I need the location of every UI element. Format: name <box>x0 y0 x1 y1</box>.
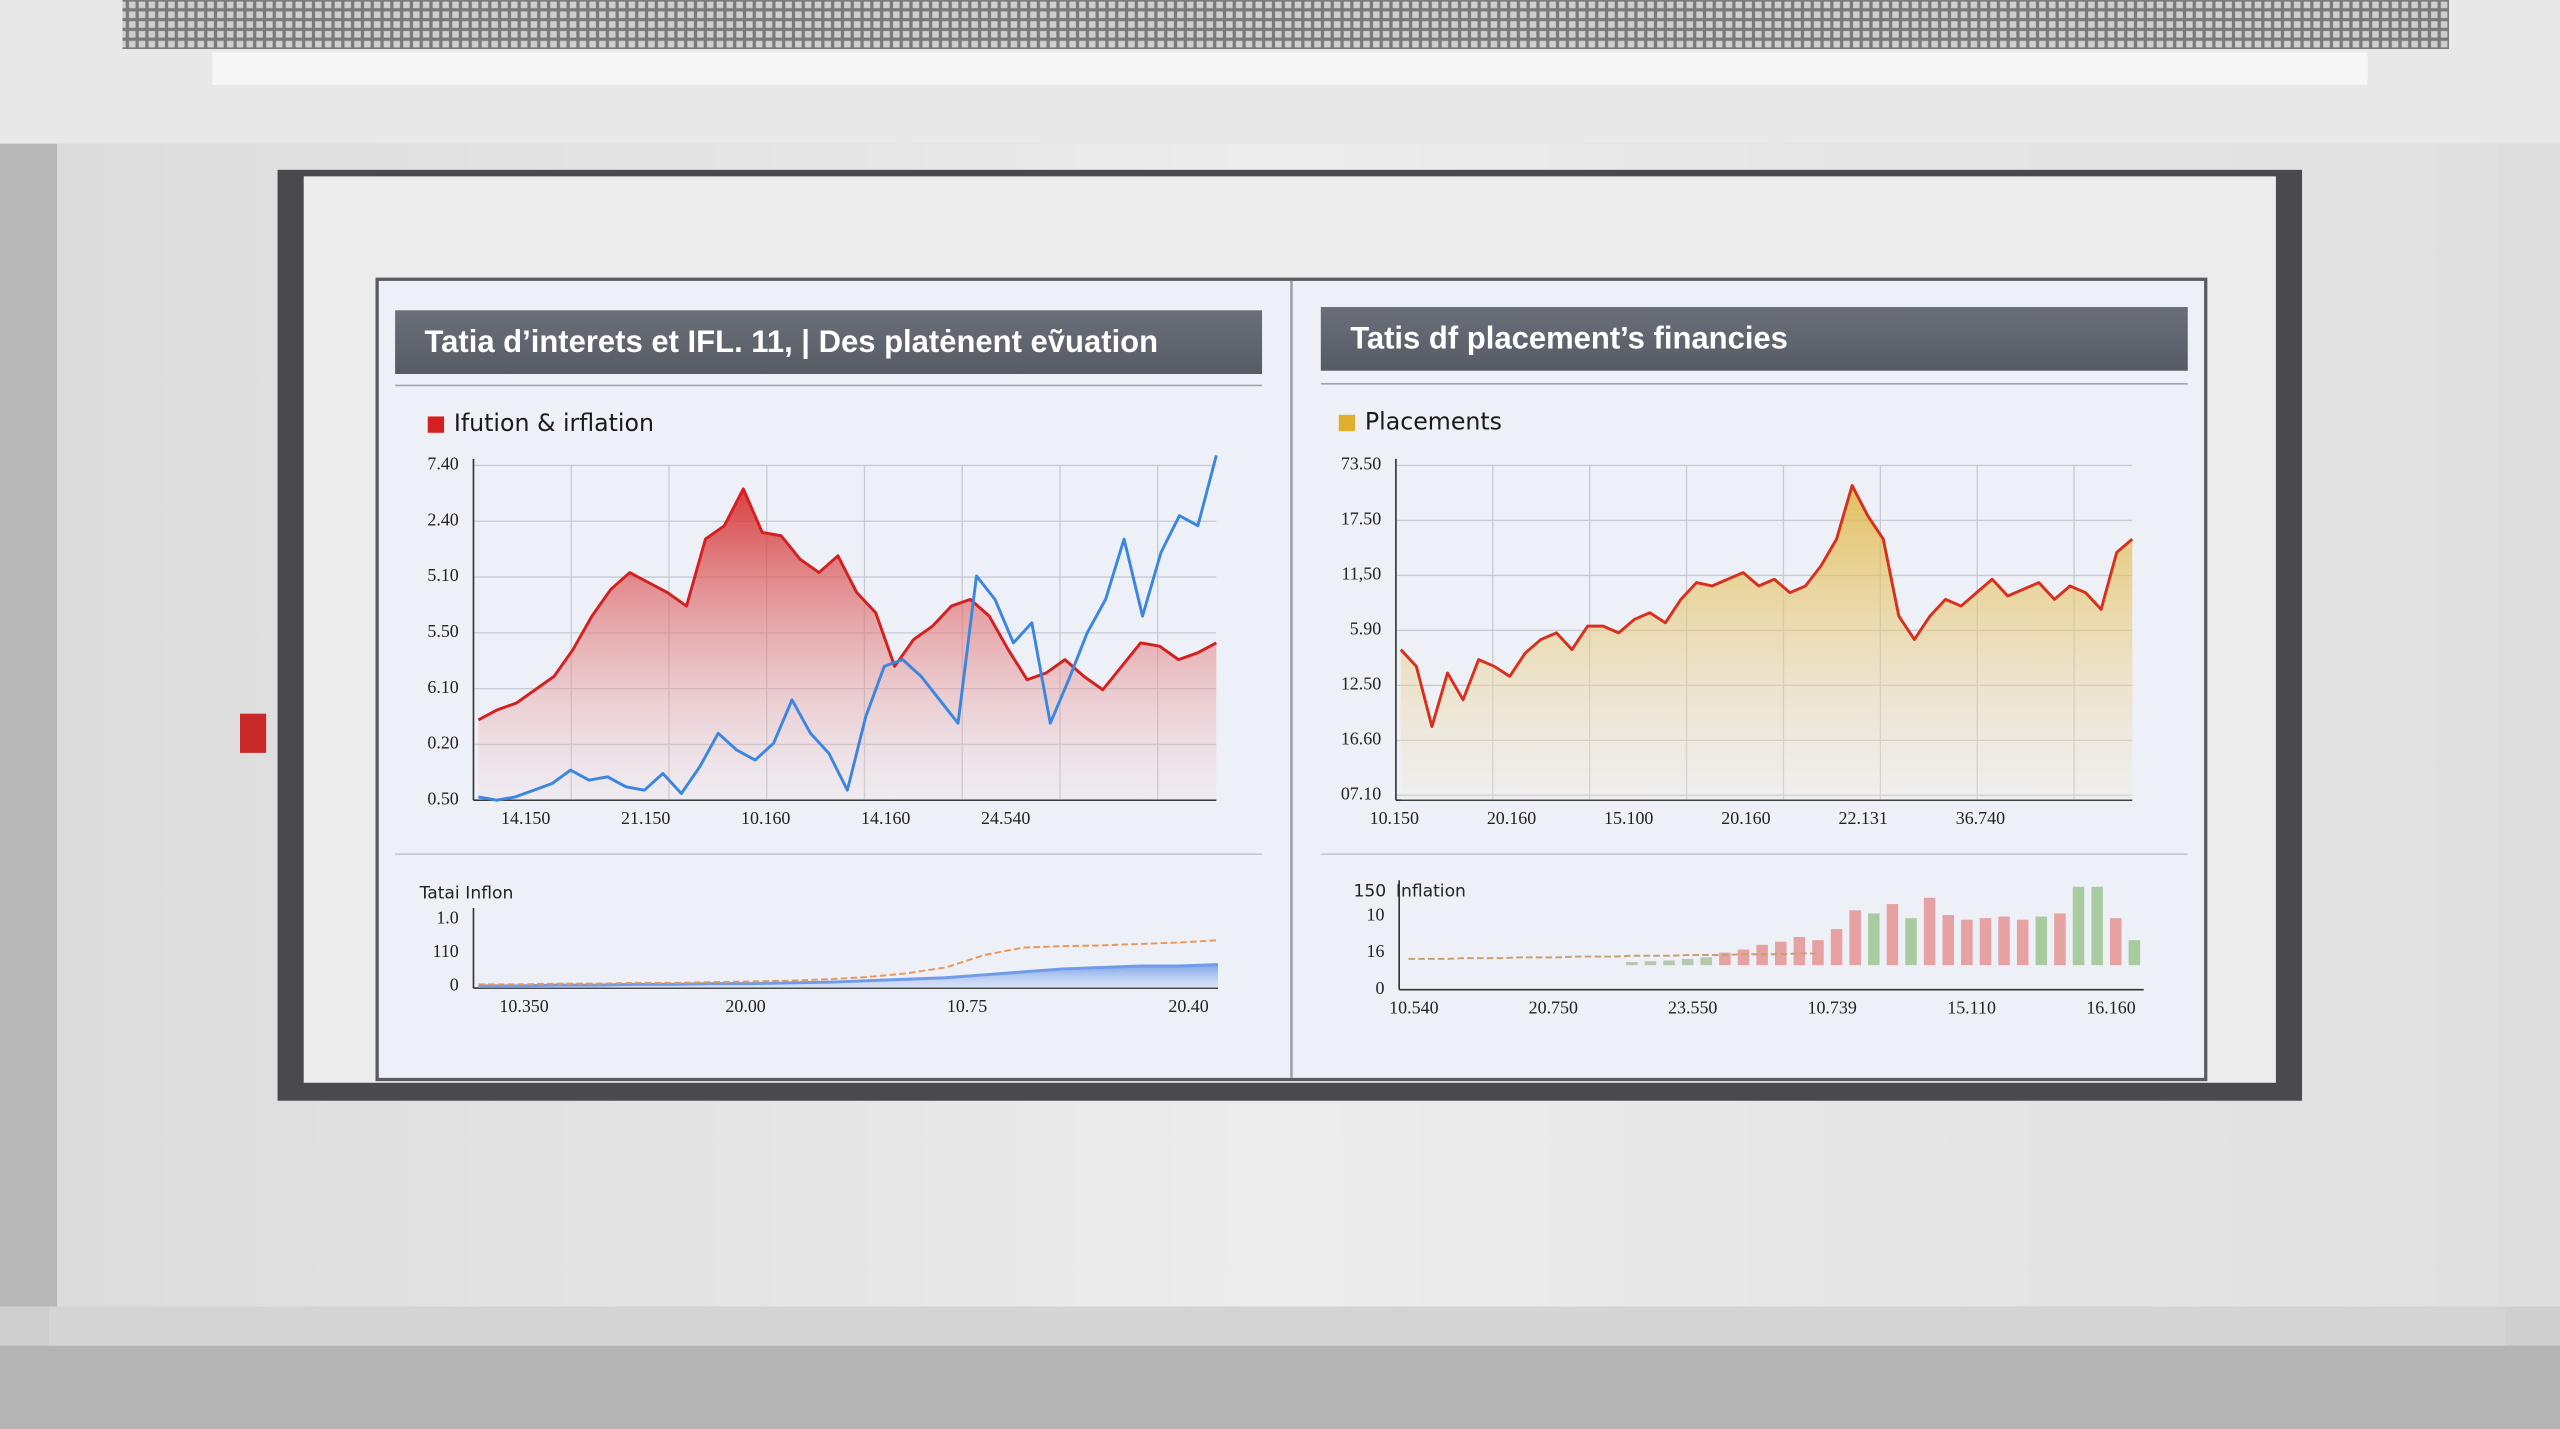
x-tick-label: 20.160 <box>1487 808 1536 828</box>
bar <box>2054 913 2066 966</box>
bar <box>1626 962 1638 966</box>
y-tick-label: 5.50 <box>427 621 458 641</box>
bar <box>2091 886 2103 966</box>
y-tick-label: 12.50 <box>1341 673 1381 693</box>
bar <box>2035 916 2048 966</box>
series-line <box>1399 484 2134 729</box>
bar <box>1923 897 1936 966</box>
pillar <box>0 143 58 1307</box>
bar <box>2128 940 2141 966</box>
bar <box>2109 918 2122 966</box>
y-tick-label: 7.40 <box>427 454 458 474</box>
series-line <box>478 939 1219 986</box>
bar <box>1998 916 2010 966</box>
bar <box>1812 940 1824 966</box>
bar <box>1793 936 1806 966</box>
legend-swatch <box>1338 414 1356 432</box>
ceiling-vent <box>122 0 2449 49</box>
bar <box>1849 910 1861 966</box>
y-tick-label: 17.50 <box>1341 509 1381 529</box>
series-line <box>478 963 1219 988</box>
x-tick-label: 36.740 <box>1956 808 2005 828</box>
y-tick-label: 6.10 <box>427 677 458 697</box>
x-tick-label: 10.160 <box>741 808 790 828</box>
series-line <box>477 487 1218 722</box>
legend-label: Ifution & irflation <box>454 409 654 437</box>
y-tick-label: 0.50 <box>427 788 458 808</box>
x-tick-label: 20.750 <box>1529 997 1578 1017</box>
bar <box>1644 961 1657 966</box>
x-tick-label: 24.540 <box>981 808 1030 828</box>
y-tick-label: 10 <box>1367 904 1385 924</box>
bar <box>1905 918 1917 966</box>
y-tick-label: 16 <box>1367 941 1385 961</box>
x-tick-label: 16.160 <box>2086 997 2135 1017</box>
y-tick-label: 2.40 <box>427 509 458 529</box>
y-tick-label: 0.20 <box>427 733 458 753</box>
area-fill <box>1400 485 2133 801</box>
x-tick-label: 15.110 <box>1947 997 1996 1017</box>
x-tick-label: 10.150 <box>1370 808 1419 828</box>
bar <box>1737 949 1750 966</box>
panel-header <box>395 310 1263 374</box>
bar <box>1719 952 1731 966</box>
x-tick-label: 21.150 <box>621 808 670 828</box>
area-fill <box>478 964 1218 989</box>
pillar <box>2497 143 2560 1307</box>
y-tick-label: 1.0 <box>436 908 458 928</box>
panel-header <box>1320 307 2188 371</box>
x-tick-label: 20.160 <box>1721 808 1770 828</box>
series-label: Inflon <box>465 883 513 903</box>
baseboard <box>48 1306 2507 1346</box>
bar <box>2072 886 2085 966</box>
y-tick-label: 11,50 <box>1341 564 1381 584</box>
x-tick-label: 10.739 <box>1807 997 1856 1017</box>
floor <box>0 1345 2560 1429</box>
bar <box>1886 904 1899 966</box>
bar <box>1868 913 1880 966</box>
area-fill <box>478 488 1217 801</box>
x-tick-label: 10.350 <box>499 996 548 1016</box>
x-tick-label: 20.00 <box>725 996 765 1016</box>
y-tick-label: 5.90 <box>1350 619 1381 639</box>
x-tick-label: 15.100 <box>1604 808 1653 828</box>
x-tick-label: 14.160 <box>861 808 910 828</box>
ceiling-light <box>212 52 2368 85</box>
series-label: Inflation <box>1396 882 1466 902</box>
chart-title: Tatai <box>419 883 460 903</box>
y-tick-label: 73.50 <box>1341 454 1381 474</box>
panel-title: Tatia d’interets et IFL. 11, | Des platė… <box>424 324 1158 359</box>
chart-title: 150 <box>1353 882 1386 902</box>
legend-label: Placements <box>1365 407 1502 435</box>
y-tick-label: 16.60 <box>1341 728 1381 748</box>
fire-alarm <box>240 713 267 753</box>
bar <box>2016 919 2029 966</box>
y-tick-label: 07.10 <box>1341 783 1381 803</box>
x-tick-label: 14.150 <box>501 808 550 828</box>
charts: Tatia d’interets et IFL. 11, | Des platė… <box>395 307 2188 1017</box>
series-line <box>478 455 1218 802</box>
bar <box>1979 918 1992 966</box>
x-tick-label: 23.550 <box>1668 997 1717 1017</box>
bar <box>1961 919 1973 966</box>
bar <box>1830 929 1843 966</box>
x-tick-label: 10.540 <box>1389 997 1438 1017</box>
bar <box>1942 915 1955 966</box>
x-tick-label: 20.40 <box>1168 996 1208 1016</box>
y-tick-label: 5.10 <box>427 565 458 585</box>
panel-title: Tatis df placement’s financies <box>1350 321 1788 356</box>
y-tick-label: 0 <box>450 975 459 995</box>
bar <box>1700 957 1713 966</box>
x-tick-label: 10.75 <box>947 996 987 1016</box>
bar <box>1681 958 1694 966</box>
bar <box>1663 960 1675 966</box>
x-tick-label: 22.131 <box>1838 808 1887 828</box>
y-tick-label: 110 <box>433 941 459 961</box>
y-tick-label: 0 <box>1376 978 1385 998</box>
legend-swatch <box>427 416 445 433</box>
